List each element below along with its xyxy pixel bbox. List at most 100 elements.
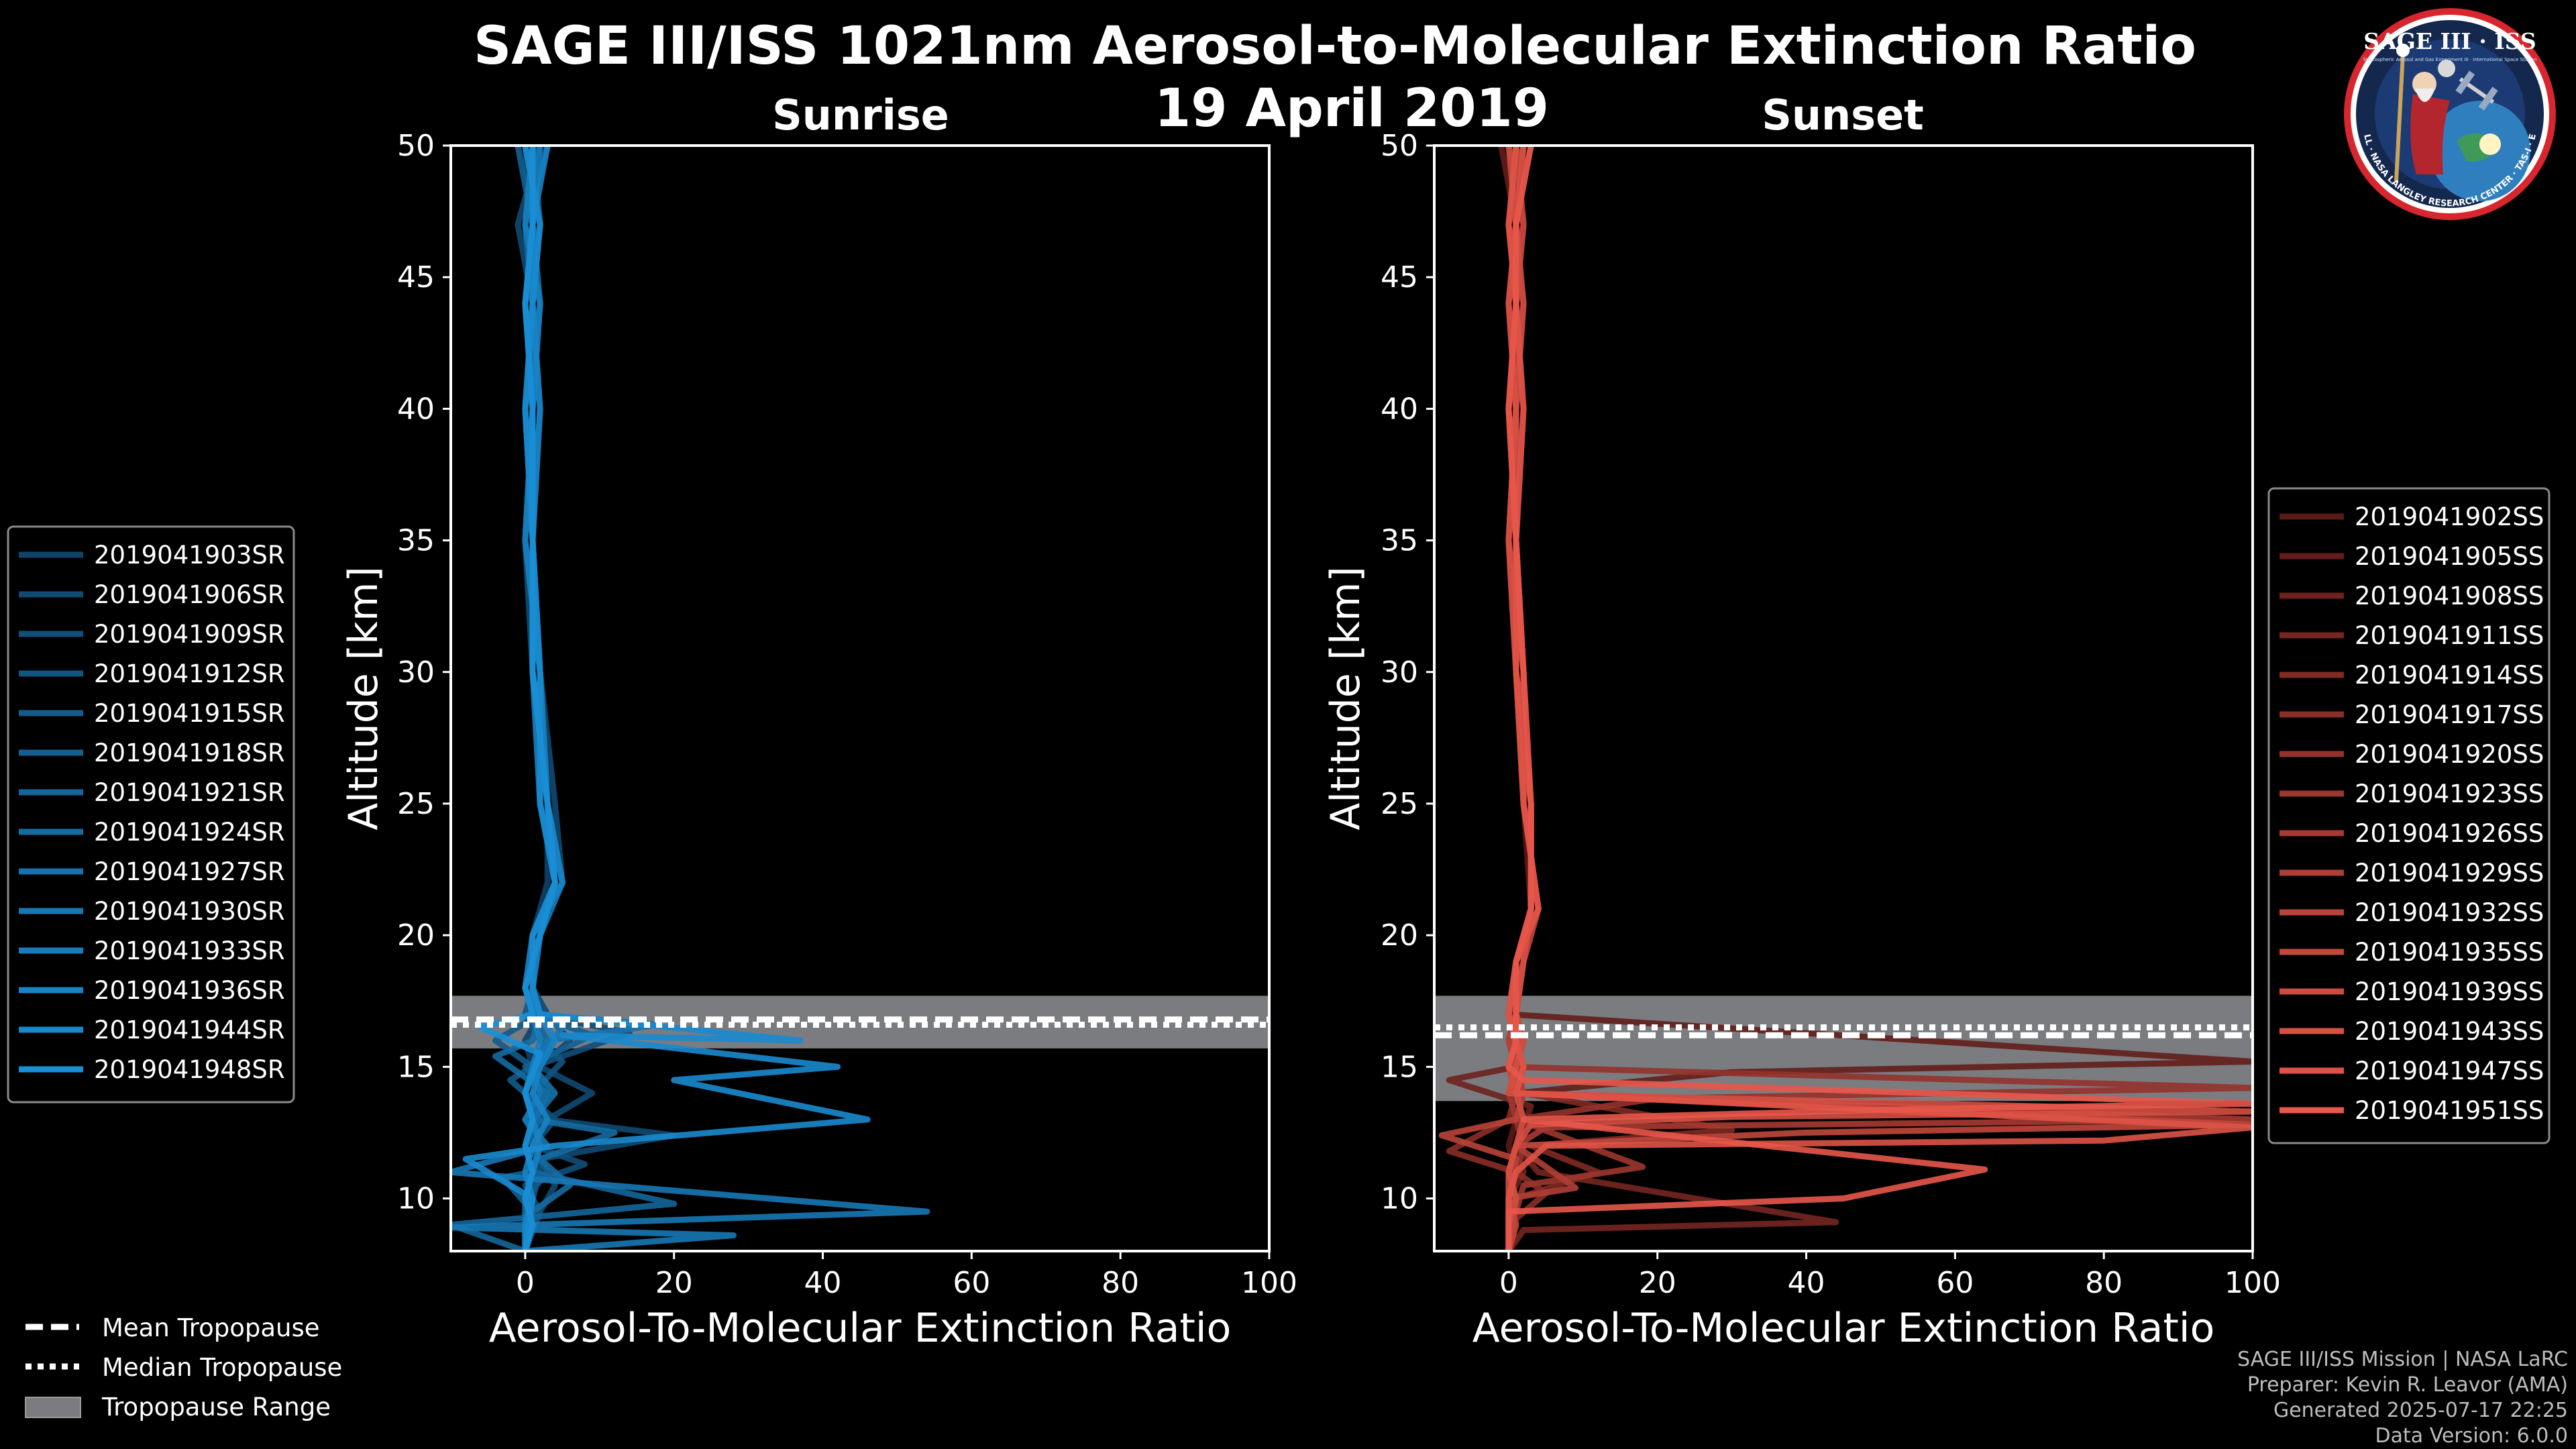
x-tick-label: 100 — [2224, 1266, 2281, 1300]
legend-label-2019041929SS: 2019041929SS — [2355, 859, 2544, 888]
sunrise-series-group — [451, 146, 930, 1251]
tropopause-range-label: Tropopause Range — [101, 1393, 331, 1421]
legend-label-2019041906SR: 2019041906SR — [94, 580, 285, 609]
sunset-legend: 2019041902SS 2019041905SS 2019041908SS 2019… — [2267, 487, 2551, 1144]
legend-label-2019041914SS: 2019041914SS — [2355, 661, 2544, 690]
tropopause-legend: Mean Tropopause Median Tropopause Tropop… — [25, 1313, 342, 1421]
sunrise-panel: 0 20 40 60 80 100 10 15 20 25 30 35 40 45 50 Aerosol-T… — [340, 129, 1297, 1352]
legend-label-2019041911SS: 2019041911SS — [2355, 621, 2544, 650]
legend-label-2019041936SR: 2019041936SR — [94, 976, 285, 1005]
figure-title: SAGE III/ISS 1021nm Aerosol-to-Molecular… — [474, 16, 2196, 76]
y-tick-label: 20 — [1381, 918, 1418, 953]
credit-mission: SAGE III/ISS Mission | NASA LaRC — [2237, 1348, 2568, 1371]
sunset-x-axis-label: Aerosol-To-Molecular Extinction Ratio — [1472, 1305, 2215, 1352]
x-tick-label: 80 — [2085, 1266, 2123, 1300]
sunrise-ticks: 0 20 40 60 80 100 10 15 20 25 30 35 40 45 50 — [397, 129, 1297, 1300]
legend-label-2019041926SS: 2019041926SS — [2355, 819, 2544, 848]
y-tick-label: 25 — [397, 787, 435, 821]
x-tick-label: 20 — [655, 1266, 693, 1300]
x-tick-label: 40 — [804, 1266, 842, 1300]
series-line-2019041947SS — [1505, 146, 2253, 1251]
y-tick-label: 35 — [1381, 524, 1418, 558]
legend-label-2019041924SR: 2019041924SR — [94, 818, 285, 847]
legend-label-2019041905SS: 2019041905SS — [2355, 542, 2544, 571]
figure-date: 19 April 2019 — [1155, 78, 1549, 139]
x-tick-label: 80 — [1102, 1266, 1139, 1300]
series-line-2019041951SS — [1505, 146, 2253, 1251]
sunrise-axes-frame — [449, 144, 1271, 1252]
logo-title: SAGE III · ISS — [2363, 28, 2536, 54]
legend-label-2019041918SR: 2019041918SR — [94, 739, 285, 767]
sunset-series-group — [1438, 146, 2253, 1251]
legend-label-2019041927SR: 2019041927SR — [94, 857, 285, 886]
x-tick-label: 100 — [1241, 1266, 1297, 1300]
y-tick-label: 50 — [1381, 129, 1418, 163]
legend-label-2019041933SR: 2019041933SR — [94, 936, 285, 965]
y-tick-label: 30 — [397, 655, 435, 690]
tropopause-range-swatch — [25, 1397, 81, 1418]
sunset-y-axis-label: Altitude [km] — [1322, 566, 1369, 830]
y-tick-label: 40 — [1381, 392, 1418, 426]
sunrise-legend: 2019041903SR 2019041906SR 2019041909SR 2019… — [7, 525, 295, 1104]
y-tick-label: 40 — [397, 392, 435, 426]
sage-staff-icon — [2394, 53, 2405, 182]
legend-label-2019041917SS: 2019041917SS — [2355, 700, 2544, 729]
credit-data-version: Data Version: 6.0.0 — [2375, 1424, 2568, 1448]
legend-label-2019041915SR: 2019041915SR — [94, 699, 285, 728]
sunrise-y-axis-label: Altitude [km] — [340, 566, 387, 830]
sage-robe-icon — [2410, 94, 2450, 174]
sunrise-x-axis-label: Aerosol-To-Molecular Extinction Ratio — [489, 1305, 1232, 1352]
y-tick-label: 45 — [397, 260, 435, 294]
y-tick-label: 10 — [1381, 1182, 1418, 1216]
legend-label-2019041932SS: 2019041932SS — [2355, 898, 2544, 927]
moon-icon — [2438, 60, 2455, 77]
y-tick-label: 45 — [1381, 260, 1418, 294]
mean-tropopause-label: Mean Tropopause — [102, 1313, 320, 1342]
legend-label-2019041909SR: 2019041909SR — [94, 620, 285, 649]
credit-generated: Generated 2025-07-17 22:25 — [2273, 1399, 2568, 1422]
legend-label-2019041908SS: 2019041908SS — [2355, 582, 2544, 610]
legend-label-2019041921SR: 2019041921SR — [94, 778, 285, 807]
sunset-ticks: 0 20 40 60 80 100 10 15 20 25 30 35 40 45 50 — [1381, 129, 2281, 1300]
staff-orb-icon — [2396, 44, 2410, 57]
series-line-2019041948SR — [477, 146, 558, 1251]
y-tick-label: 30 — [1381, 655, 1418, 690]
logo-small-text: Stratospheric Aerosol and Gas Experiment… — [2363, 57, 2536, 62]
y-tick-label: 15 — [397, 1050, 435, 1084]
legend-label-2019041902SS: 2019041902SS — [2355, 502, 2544, 531]
legend-label-2019041948SR: 2019041948SR — [94, 1055, 285, 1084]
legend-label-2019041903SR: 2019041903SR — [94, 541, 285, 570]
x-tick-label: 60 — [1936, 1266, 1974, 1300]
legend-label-2019041947SS: 2019041947SS — [2355, 1057, 2544, 1085]
sunset-axes-frame — [1433, 144, 2254, 1252]
legend-label-2019041930SR: 2019041930SR — [94, 897, 285, 926]
sunset-panel: 0 20 40 60 80 100 10 15 20 25 30 35 40 45 50 Aerosol-T… — [1322, 129, 2281, 1352]
sunrise-tropopause-lines — [451, 1016, 1269, 1028]
x-tick-label: 40 — [1788, 1266, 1825, 1300]
series-line-2019041944SR — [462, 146, 871, 1251]
sage-iii-iss-logo: SAGE III · ISS Stratospheric Aerosol and… — [2344, 8, 2556, 220]
legend-label-2019041943SS: 2019041943SS — [2355, 1017, 2544, 1046]
y-tick-label: 20 — [397, 918, 435, 953]
sunrise-subtitle: Sunrise — [772, 91, 949, 140]
sun-icon — [2479, 133, 2501, 155]
y-tick-label: 25 — [1381, 787, 1418, 821]
sunset-tropopause-lines — [1434, 1024, 2253, 1038]
y-tick-label: 15 — [1381, 1050, 1418, 1084]
credit-preparer: Preparer: Kevin R. Leavor (AMA) — [2247, 1373, 2568, 1397]
legend-label-2019041912SR: 2019041912SR — [94, 659, 285, 688]
median-tropopause-label: Median Tropopause — [102, 1353, 342, 1382]
legend-label-2019041935SS: 2019041935SS — [2355, 938, 2544, 967]
legend-label-2019041951SS: 2019041951SS — [2355, 1096, 2544, 1125]
x-tick-label: 0 — [516, 1266, 535, 1300]
sunset-subtitle: Sunset — [1762, 91, 1924, 140]
legend-frame — [2267, 487, 2551, 1144]
x-tick-label: 60 — [953, 1266, 990, 1300]
legend-label-2019041923SS: 2019041923SS — [2355, 780, 2544, 808]
legend-label-2019041920SS: 2019041920SS — [2355, 740, 2544, 769]
legend-label-2019041944SR: 2019041944SR — [94, 1016, 285, 1044]
iss-icon — [2455, 70, 2498, 111]
legend-label-2019041939SS: 2019041939SS — [2355, 977, 2544, 1006]
